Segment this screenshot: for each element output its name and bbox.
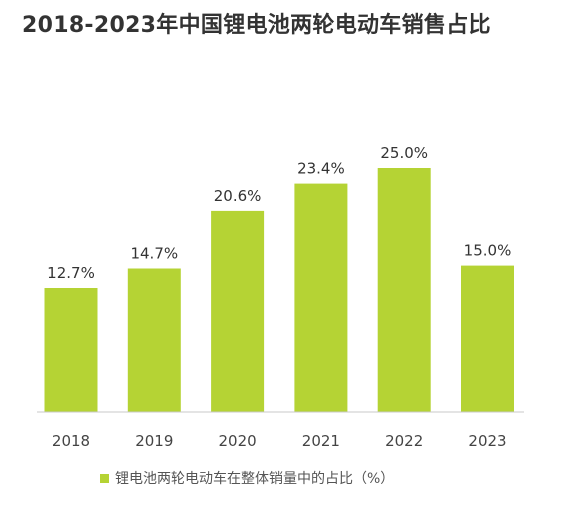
legend-swatch (100, 473, 109, 483)
x-tick-label-2019: 2019 (135, 432, 173, 450)
data-label-2018: 12.7% (47, 264, 95, 282)
bar-2023 (461, 265, 514, 412)
bar-2020 (211, 210, 265, 412)
data-label-2021: 23.4% (297, 160, 345, 178)
bar-2021 (294, 183, 348, 412)
x-tick-label-2020: 2020 (219, 432, 257, 450)
data-label-2023: 15.0% (464, 242, 512, 260)
bar-2022 (377, 168, 431, 412)
x-tick-label-2018: 2018 (52, 432, 90, 450)
data-label-2020: 20.6% (214, 187, 262, 205)
legend-label: 锂电池两轮电动车在整体销量中的占比（%） (115, 471, 395, 487)
legend: 锂电池两轮电动车在整体销量中的占比（%） (100, 468, 394, 488)
x-tick-label-2021: 2021 (302, 432, 340, 450)
x-tick-label-2022: 2022 (385, 432, 423, 450)
data-label-2019: 14.7% (130, 245, 178, 263)
x-tick-label-2023: 2023 (468, 432, 506, 450)
bar-2019 (127, 268, 181, 412)
data-label-2022: 25.0% (380, 144, 428, 162)
bar-2018 (44, 288, 98, 412)
chart-title: 2018-2023年中国锂电池两轮电动车销售占比 (22, 13, 491, 38)
